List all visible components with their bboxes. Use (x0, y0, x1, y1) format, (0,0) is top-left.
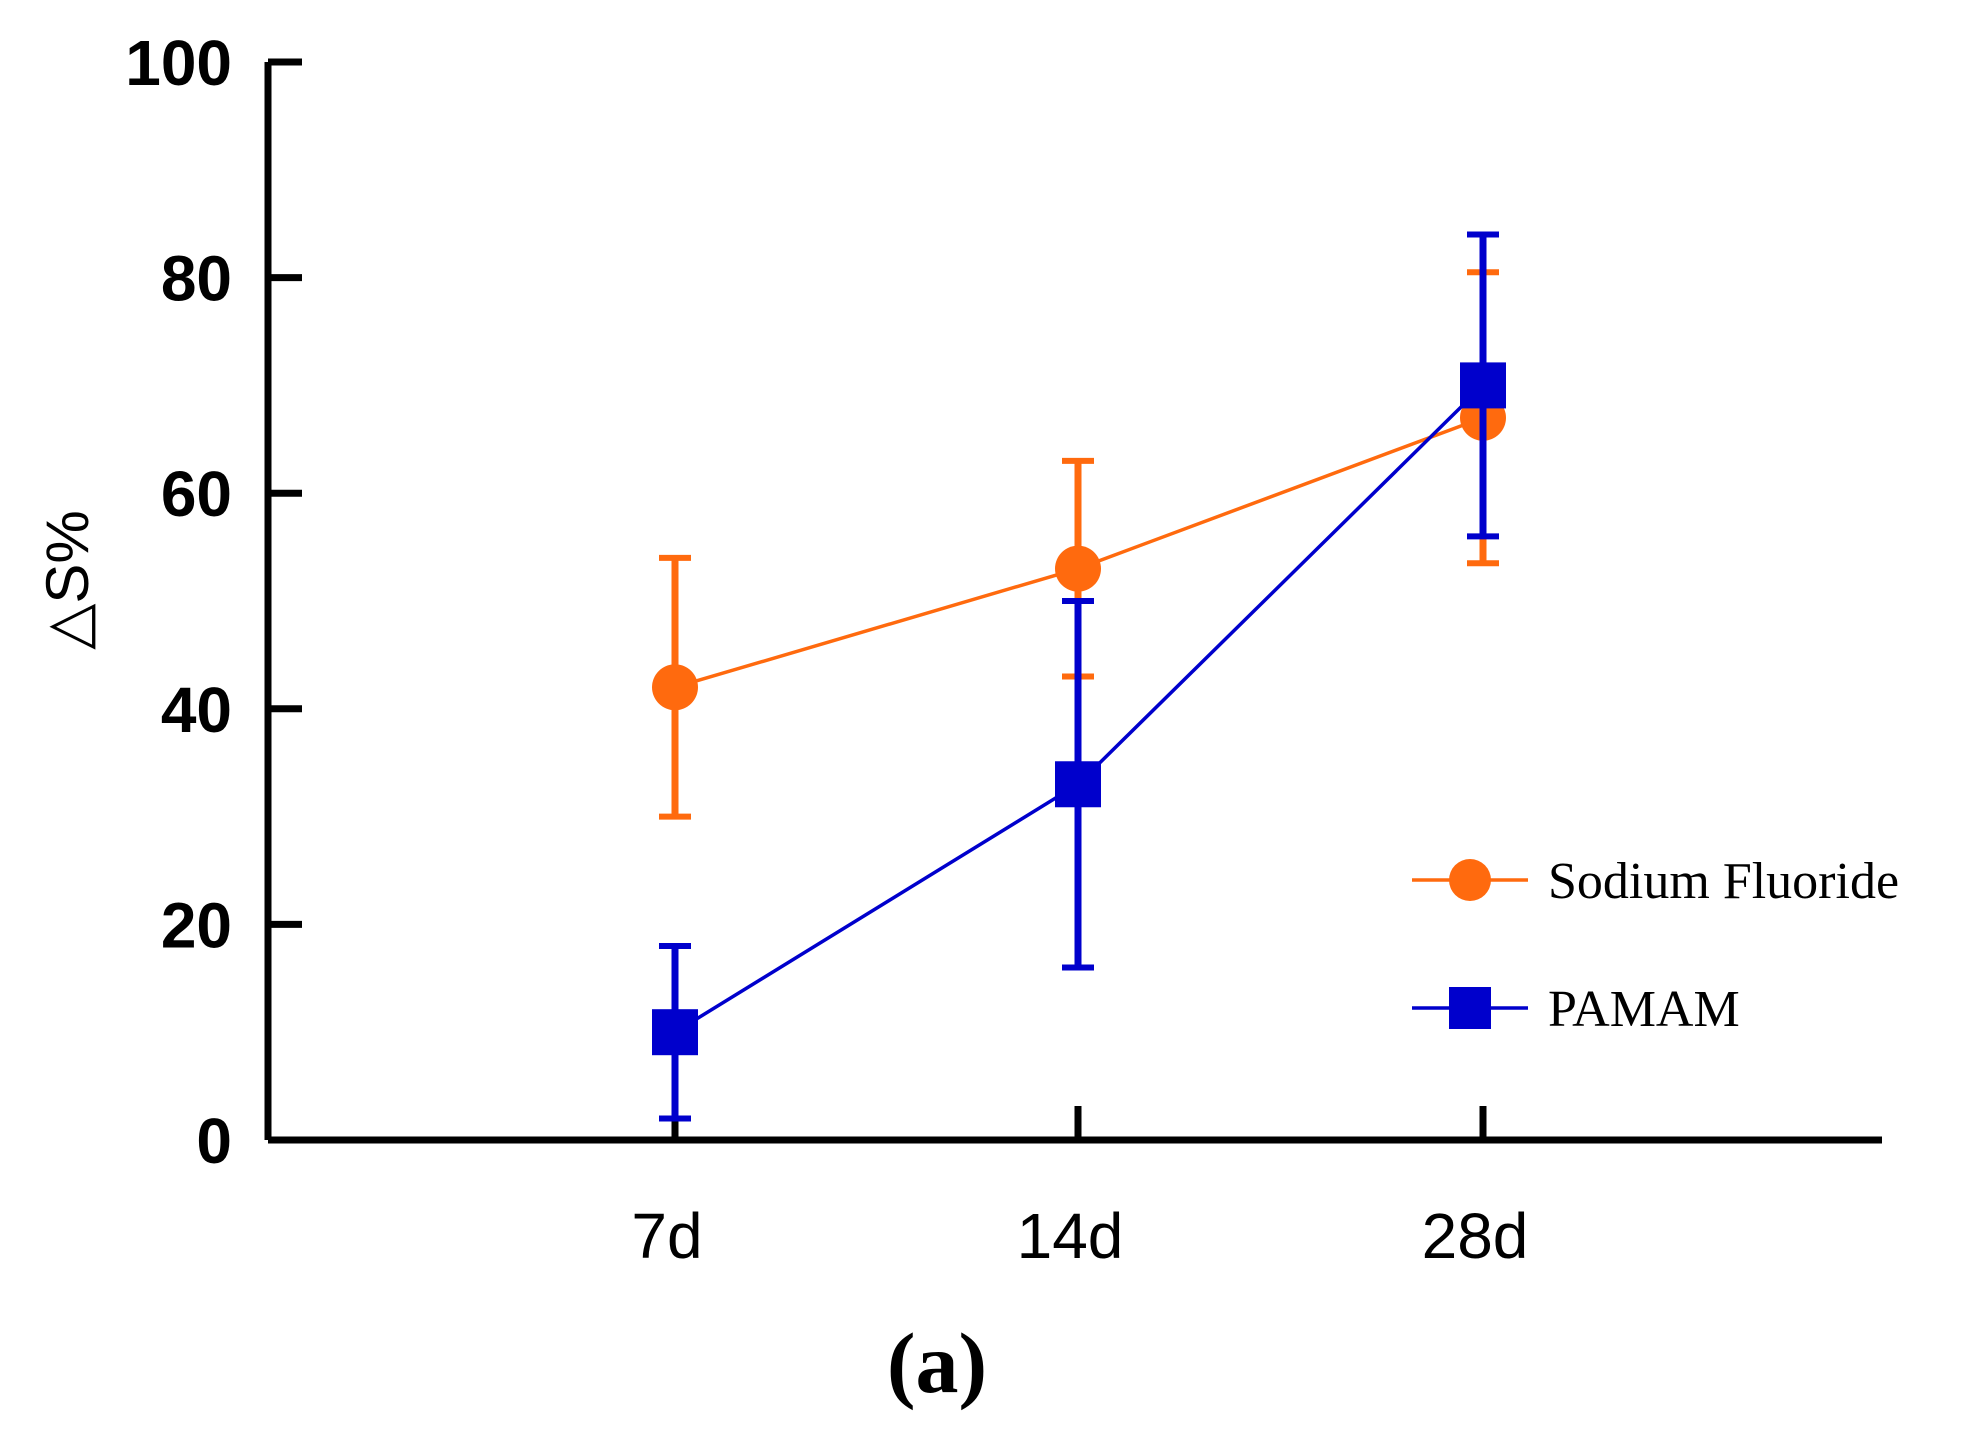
data-point-square (652, 1009, 698, 1056)
y-tick-label: 40 (161, 674, 232, 746)
data-point-square (1055, 761, 1101, 808)
data-point-circle (1055, 545, 1101, 592)
y-tick-label: 80 (161, 243, 232, 315)
legend-label: Sodium Fluoride (1548, 853, 1899, 910)
x-tick-label: 7d (631, 1200, 702, 1272)
legend: Sodium Fluoride PAMAM (1412, 853, 1899, 1038)
legend-marker-square (1449, 987, 1491, 1029)
legend-marker-circle (1449, 859, 1491, 901)
figure-caption: (a) (887, 1315, 987, 1411)
y-tick-label: 100 (125, 27, 232, 99)
x-tick-label: 14d (1017, 1200, 1124, 1272)
x-axis-ticks: 7d 14d 28d (631, 1106, 1528, 1272)
y-tick-label: 60 (161, 458, 232, 530)
series-layer (652, 231, 1506, 1122)
y-tick-label: 20 (161, 889, 232, 961)
y-axis-ticks: 0 20 40 60 80 100 (125, 27, 302, 1177)
y-axis-title: △S% (34, 510, 101, 650)
data-point-square (1460, 362, 1506, 409)
y-tick-label: 0 (196, 1105, 232, 1177)
legend-item: Sodium Fluoride (1412, 853, 1899, 910)
x-tick-label: 28d (1422, 1200, 1529, 1272)
legend-label: PAMAM (1548, 981, 1740, 1038)
legend-item: PAMAM (1412, 981, 1740, 1038)
series-pamam (652, 231, 1506, 1122)
data-point-circle (652, 664, 698, 711)
